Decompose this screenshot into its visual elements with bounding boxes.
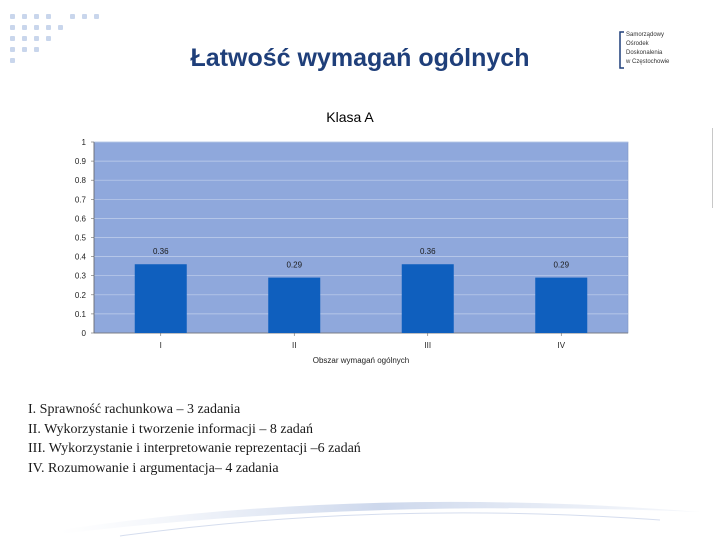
- logo-line-3: Doskonalenia: [626, 50, 663, 56]
- legend-item-iv: IV. Rozumowanie i argumentacja– 4 zadani…: [28, 460, 279, 476]
- logo-bracket-icon: [619, 31, 624, 69]
- pattern-dot: [34, 47, 39, 52]
- pattern-dot: [22, 25, 27, 30]
- decorative-dot-pattern: [0, 0, 110, 70]
- pattern-dot: [58, 25, 63, 30]
- data-label: 0.29: [553, 261, 569, 270]
- pattern-dot: [34, 14, 39, 19]
- pattern-dot: [10, 47, 15, 52]
- legend-item-i: I. Sprawność rachunkowa – 3 zadania: [28, 402, 241, 417]
- chart-title: Klasa A: [326, 109, 374, 125]
- bar-chart: Klasa A 0 0.1 0.2 0.3 0.4 0.5 0.6 0.7 0.8 0.9 1 0.36…: [75, 109, 629, 365]
- decorative-swoosh: [60, 501, 700, 537]
- data-label: 0.36: [420, 247, 436, 256]
- institution-logo: Samorządowy Ośrodek Doskonalenia w Częst…: [618, 30, 690, 70]
- category-legend: I. Sprawność rachunkowa – 3 zadania II. …: [28, 400, 361, 478]
- logo-line-1: Samorządowy: [626, 32, 665, 38]
- legend-item-iii: III. Wykorzystanie i interpretowanie rep…: [28, 441, 361, 456]
- x-tick-label: III: [424, 341, 431, 350]
- slide-title: Łatwość wymagań ogólnych: [190, 44, 530, 72]
- bar-i: [134, 264, 187, 333]
- y-tick-label: 0.7: [75, 195, 87, 204]
- pattern-dot: [82, 14, 87, 19]
- logo-line-2: Ośrodek: [626, 41, 649, 47]
- y-tick-label: 0.4: [75, 253, 87, 262]
- y-tick-label: 0.6: [75, 214, 87, 223]
- pattern-dot: [46, 14, 51, 19]
- x-tick-label: I: [160, 341, 162, 350]
- pattern-dot: [94, 14, 99, 19]
- y-tick-label: 0.8: [75, 176, 87, 185]
- pattern-dot: [22, 14, 27, 19]
- pattern-dot: [10, 36, 15, 41]
- pattern-dot: [34, 36, 39, 41]
- pattern-dot: [22, 47, 27, 52]
- y-tick-label: 0: [82, 329, 87, 338]
- y-tick-label: 0.9: [75, 157, 87, 166]
- pattern-dot: [46, 36, 51, 41]
- pattern-dot: [10, 25, 15, 30]
- logo-line-4: w Częstochowie: [626, 59, 670, 65]
- pattern-dot: [70, 14, 75, 19]
- legend-item-ii: II. Wykorzystanie i tworzenie informacji…: [28, 421, 314, 437]
- slide-edge-divider: [712, 128, 713, 208]
- data-label: 0.29: [286, 261, 302, 270]
- pattern-dot: [46, 25, 51, 30]
- bar-iii: [401, 264, 454, 333]
- pattern-dot: [10, 14, 15, 19]
- y-tick-label: 0.3: [75, 272, 87, 281]
- y-tick-label: 1: [82, 138, 87, 147]
- pattern-dot: [34, 25, 39, 30]
- y-tick-label: 0.1: [75, 310, 87, 319]
- y-tick-label: 0.5: [75, 234, 87, 243]
- x-tick-label: II: [292, 341, 296, 350]
- pattern-dot: [10, 58, 15, 63]
- x-tick-label: IV: [557, 341, 565, 350]
- data-label: 0.36: [153, 247, 169, 256]
- x-axis-label: Obszar wymagań ogólnych: [313, 356, 410, 365]
- pattern-dot: [22, 36, 27, 41]
- bar-iv: [535, 277, 588, 333]
- y-tick-label: 0.2: [75, 291, 87, 300]
- bar-ii: [268, 277, 321, 333]
